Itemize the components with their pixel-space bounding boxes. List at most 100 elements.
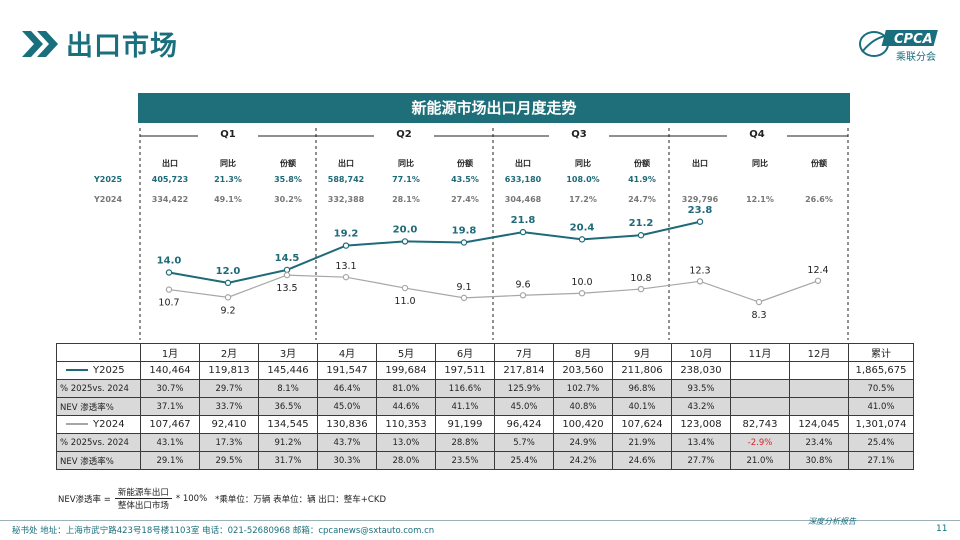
row-label-text: NEV 渗透率% [60, 402, 114, 413]
table-cell: 124,045 [789, 415, 849, 434]
table-cell: 70.5% [848, 379, 914, 398]
table-cell: 203,560 [553, 361, 613, 380]
table-cell: 93.5% [671, 379, 731, 398]
summary-cell: 108.0% [566, 175, 600, 184]
summary-cell: 12.1% [746, 195, 774, 204]
table-cell: 43.7% [317, 433, 377, 452]
table-cell: 82,743 [730, 415, 790, 434]
table-cell: 199,684 [376, 361, 436, 380]
table-cell: 24.6% [612, 451, 672, 470]
table-corner-cell [56, 343, 141, 362]
data-point [814, 277, 822, 284]
row-label: % 2025vs. 2024 [56, 433, 141, 452]
formula-denominator: 整体出口市场 [117, 501, 169, 511]
table-cell: 36.5% [258, 397, 318, 416]
summary-cell: 304,468 [504, 195, 542, 204]
table-cell: 107,467 [140, 415, 200, 434]
table-cell: 24.9% [553, 433, 613, 452]
summary-cell: 405,723 [151, 175, 189, 184]
data-label: 21.2 [629, 218, 654, 229]
table-cell: 30.8% [789, 451, 849, 470]
data-label: 10.8 [630, 273, 651, 284]
table-cell: 30.3% [317, 451, 377, 470]
row-label: Y2024 [56, 415, 141, 434]
table-cell: 46.4% [317, 379, 377, 398]
data-table: 1月 2月 3月 4月 5月 6月 7月 8月 9月 10月 11月 12月 累计 Y2025 140,46… [56, 343, 914, 470]
month-header: 6月 [435, 343, 495, 362]
data-label: 9.6 [515, 279, 530, 290]
col-header: 出口 [338, 159, 354, 168]
data-label: 19.8 [452, 225, 477, 236]
data-label: 10.0 [571, 277, 592, 288]
data-label: 10.7 [158, 298, 179, 309]
data-point [283, 271, 291, 279]
series-line-y2025 [168, 220, 701, 284]
summary-cell: 49.1% [214, 195, 242, 204]
table-cell: 40.1% [612, 397, 672, 416]
summary-cell: 334,422 [151, 195, 189, 204]
series-line-y2024 [168, 274, 819, 303]
table-cell: 13.0% [376, 433, 436, 452]
table-cell: 43.1% [140, 433, 200, 452]
table-cell [730, 397, 790, 416]
table-cell: 81.0% [376, 379, 436, 398]
summary-cell: 77.1% [392, 175, 420, 184]
table-cell: 102.7% [553, 379, 613, 398]
data-point [342, 242, 350, 249]
table-cell: 27.1% [848, 451, 914, 470]
summary-cell: 30.2% [274, 195, 302, 204]
summary-cell: 633,180 [504, 175, 542, 184]
summary-cell: 17.2% [569, 195, 597, 204]
table-cell: 130,836 [317, 415, 377, 434]
table-cell: 37.1% [140, 397, 200, 416]
table-cell [789, 361, 849, 380]
data-label: 12.4 [807, 265, 828, 276]
data-point [165, 286, 173, 293]
total-header: 累计 [848, 343, 914, 362]
table-row: % 2025vs. 2024 30.7% 29.7% 8.1% 46.4% 81.0% 11… [56, 379, 914, 398]
table-cell: 25.4% [494, 451, 554, 470]
table-cell: 140,464 [140, 361, 200, 380]
formula-numerator: 新能源车出口 [114, 486, 172, 499]
table-cell: 29.1% [140, 451, 200, 470]
month-header: 1月 [140, 343, 200, 362]
data-point [283, 266, 291, 274]
data-label: 9.1 [456, 282, 471, 293]
chevron-right-icon [22, 31, 58, 57]
data-label: 14.5 [275, 253, 300, 264]
table-cell [730, 361, 790, 380]
table-cell: 29.5% [199, 451, 259, 470]
table-cell: 45.0% [494, 397, 554, 416]
data-label: 9.2 [220, 305, 235, 316]
row-label-text: % 2025vs. 2024 [60, 437, 129, 448]
data-point [637, 285, 645, 293]
table-cell: 134,545 [258, 415, 318, 434]
col-header: 同比 [752, 159, 768, 168]
table-cell: -2.9% [730, 433, 790, 452]
data-label: 20.0 [393, 224, 418, 235]
summary-cell: 43.5% [451, 175, 479, 184]
summary-cell: 24.7% [628, 195, 656, 204]
table-cell [730, 379, 790, 398]
legend-swatch [66, 369, 88, 371]
table-cell: 116.6% [435, 379, 495, 398]
table-cell: 91.2% [258, 433, 318, 452]
data-label: 8.3 [751, 310, 766, 321]
table-cell: 17.3% [199, 433, 259, 452]
row-label-text: Y2024 [93, 419, 125, 430]
footer-divider [0, 520, 960, 521]
summary-cell: 26.6% [805, 195, 833, 204]
month-header: 10月 [671, 343, 731, 362]
table-cell: 8.1% [258, 379, 318, 398]
formula-note: NEV渗透率 = 新能源车出口 整体出口市场 * 100% *乘单位：万辆 表单… [58, 486, 386, 511]
data-label: 21.8 [511, 215, 536, 226]
summary-cell: 27.4% [451, 195, 479, 204]
data-point [401, 238, 409, 245]
table-cell: 23.5% [435, 451, 495, 470]
summary-year-label: Y2024 [94, 195, 123, 204]
summary-cell: 28.1% [392, 195, 420, 204]
summary-cell: 588,742 [327, 175, 365, 184]
table-cell: 21.0% [730, 451, 790, 470]
row-label: NEV 渗透率% [56, 451, 141, 470]
table-cell: 40.8% [553, 397, 613, 416]
